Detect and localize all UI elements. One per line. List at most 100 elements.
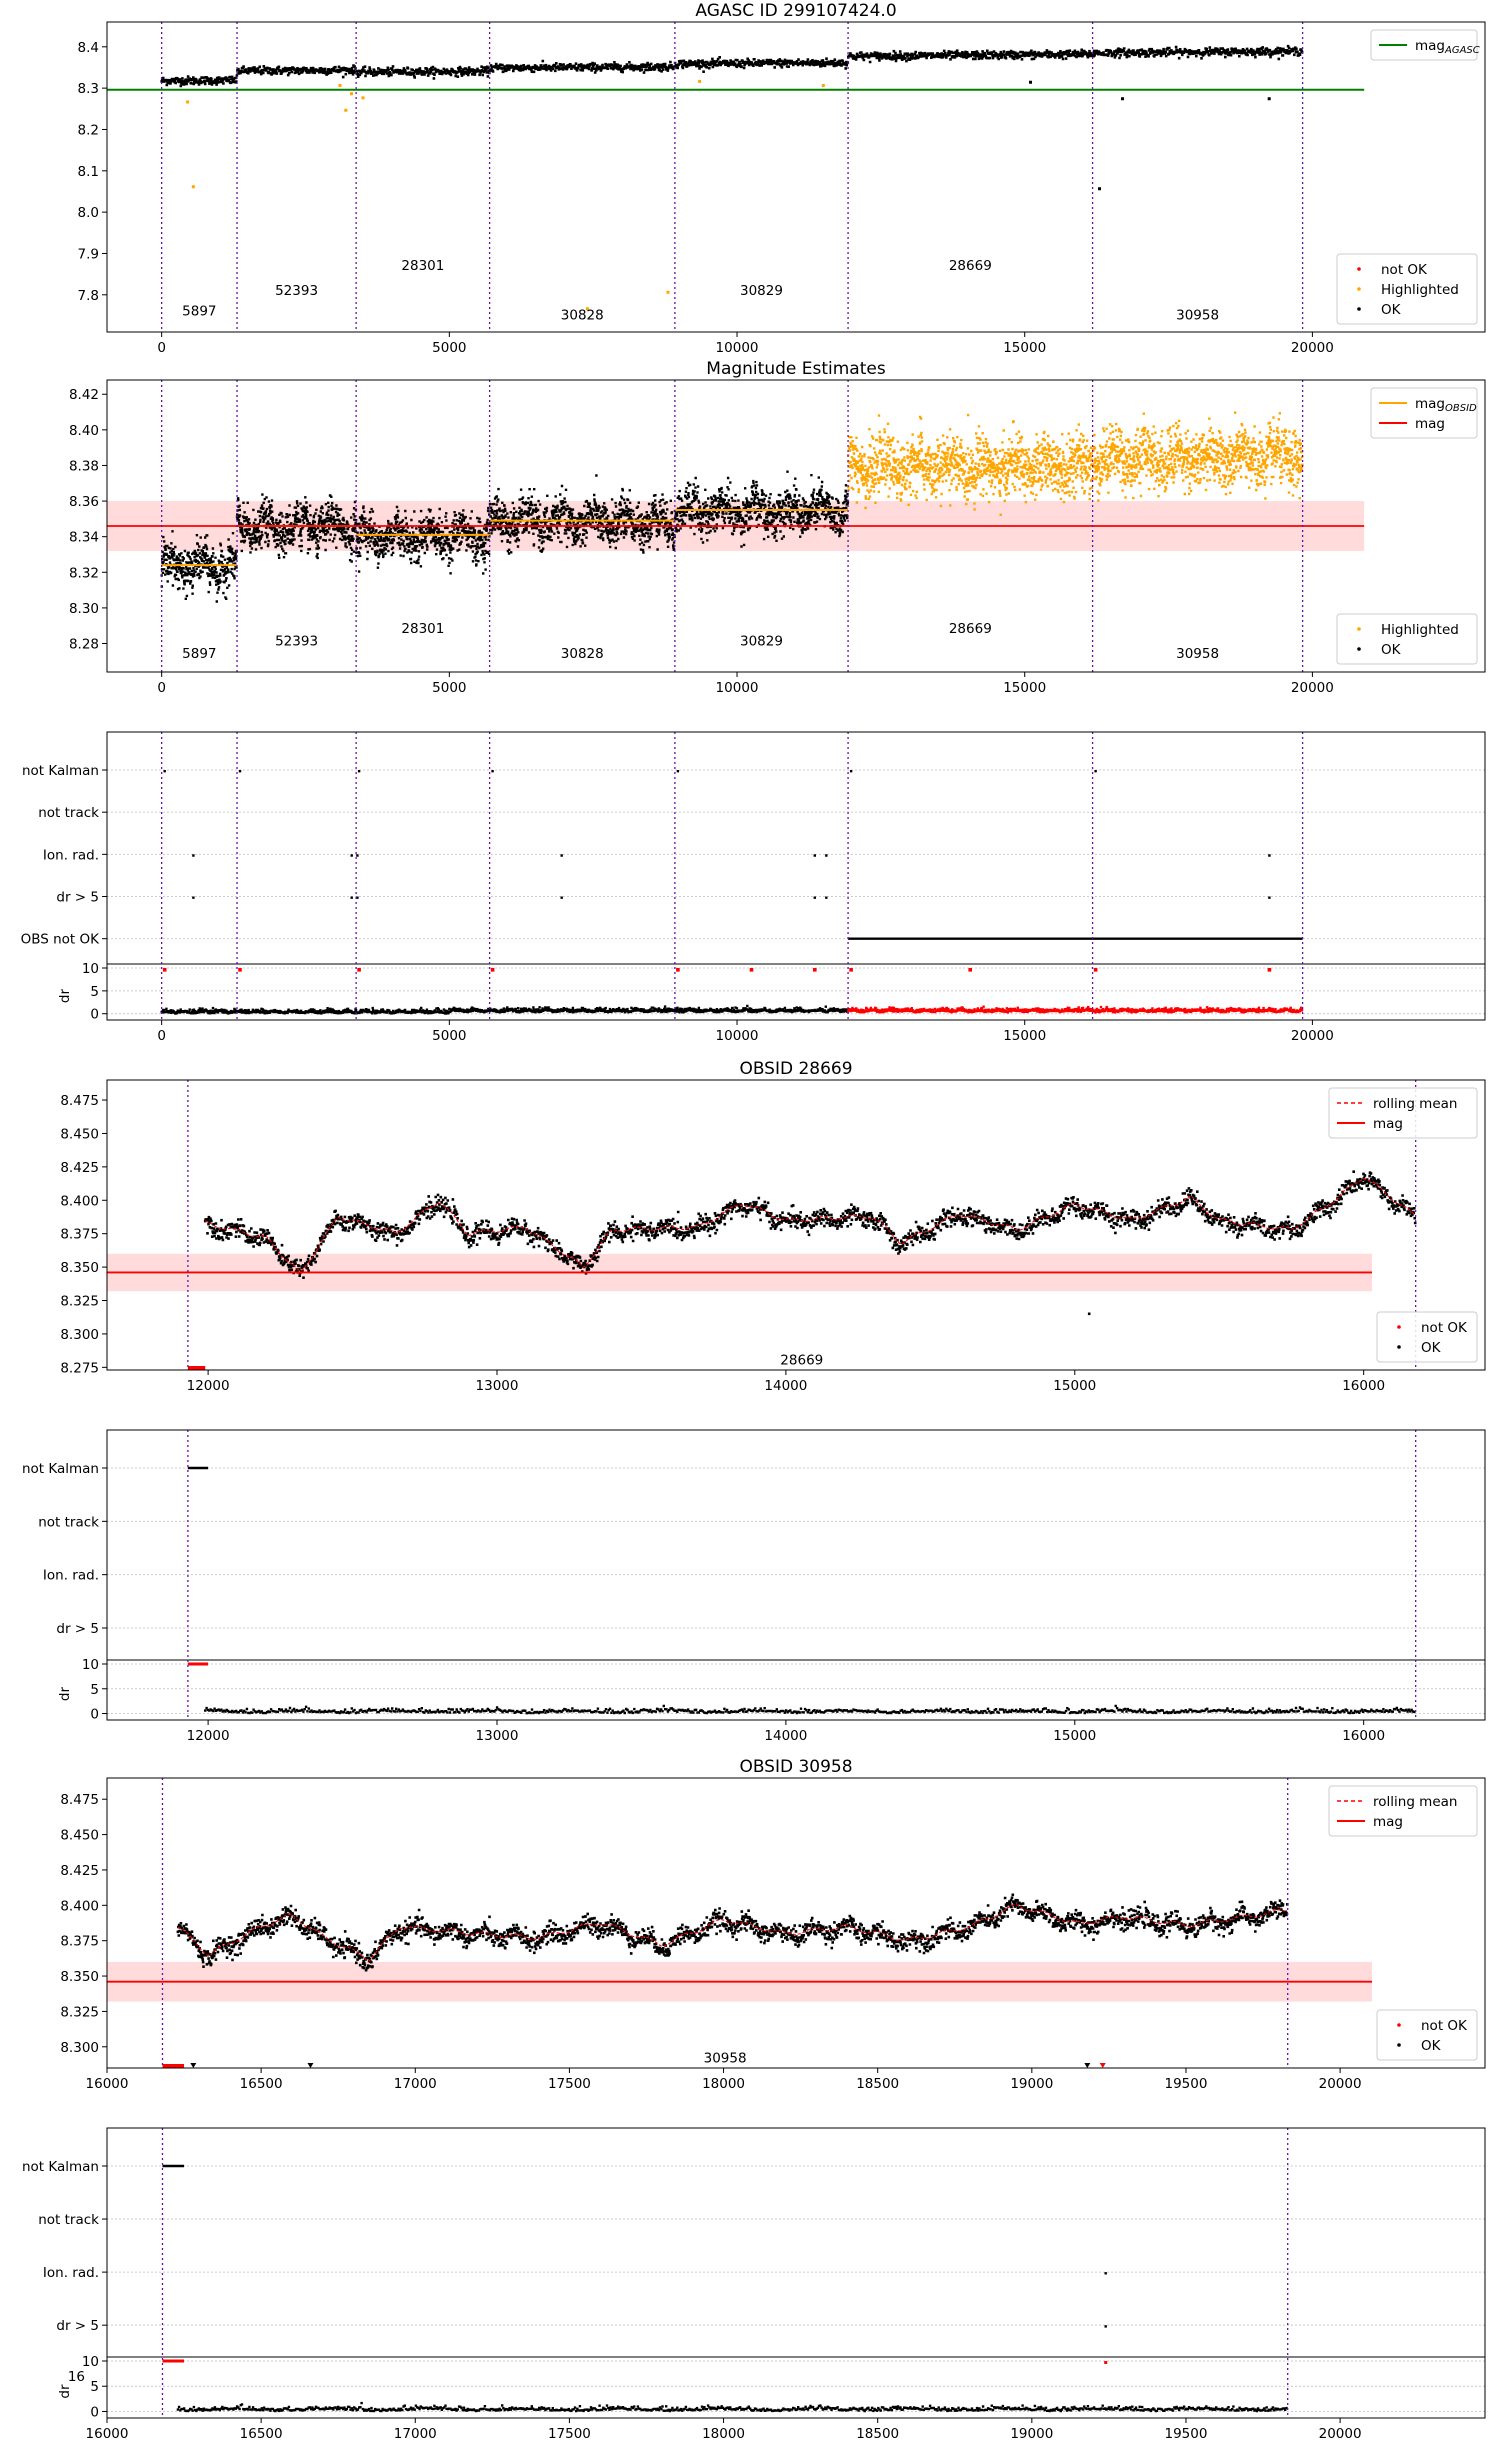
x-tick-label: 16000 xyxy=(86,2076,129,2092)
x-tick-label: 17000 xyxy=(394,2076,437,2092)
ok-points-points xyxy=(160,44,1304,88)
not-ok-marker xyxy=(190,2063,197,2068)
x-tick-label: 0 xyxy=(157,1028,166,1044)
x-tick-label: 14000 xyxy=(764,1728,807,1744)
flag-row-label: not Kalman xyxy=(22,2159,99,2175)
legend-top: rolling mean mag xyxy=(1328,1087,1478,1139)
y-tick-label: 8.350 xyxy=(60,1260,99,1276)
flag-row-label: dr > 5 xyxy=(56,1621,99,1637)
stray-tick-label: 16 xyxy=(68,2369,85,2385)
legend-box xyxy=(1336,613,1478,665)
x-tick-label: 19000 xyxy=(1010,2076,1053,2092)
y-tick-label: 8.300 xyxy=(60,1327,99,1343)
axes-frame xyxy=(106,1079,1486,1371)
y-tick-label: 7.8 xyxy=(78,288,99,304)
x-tick-label: 13000 xyxy=(476,1378,519,1394)
ok-points xyxy=(160,470,850,603)
dr-tick-label: 10 xyxy=(82,1657,99,1673)
x-tick-label: 20000 xyxy=(1291,340,1334,356)
legend-label: mag xyxy=(1415,416,1445,432)
legend-top: rolling mean mag xyxy=(1328,1785,1478,1837)
axes-frame xyxy=(106,731,1486,1021)
x-tick-label: 19500 xyxy=(1164,2426,1207,2442)
legend-label: OK xyxy=(1421,1340,1442,1356)
magnitude-estimates-panel: Magnitude Estimates 5897 52393 28301 30828 30… xyxy=(69,359,1486,696)
x-tick-label: 17000 xyxy=(394,2426,437,2442)
obsid-label: 28301 xyxy=(401,258,444,274)
y-tick-label: 8.450 xyxy=(60,1126,99,1142)
y-tick-label: 8.0 xyxy=(78,205,99,221)
legend-box xyxy=(1370,29,1478,61)
ok-points xyxy=(176,1893,1289,1972)
legend-box xyxy=(1336,253,1478,325)
x-tick-label: 17500 xyxy=(548,2076,591,2092)
y-tick-label: 8.3 xyxy=(78,81,99,97)
x-tick-label: 20000 xyxy=(1291,680,1334,696)
flag-row-label: not Kalman xyxy=(22,1461,99,1477)
dr-not-ok-high xyxy=(162,968,1272,972)
x-tick-label: 18000 xyxy=(702,2076,745,2092)
x-tick-label: 15000 xyxy=(1053,1728,1096,1744)
dr-tick-label: 0 xyxy=(90,1007,99,1023)
x-tick-label: 18500 xyxy=(856,2426,899,2442)
axes-frame xyxy=(106,1429,1486,1721)
obsid-label: 30958 xyxy=(704,2050,747,2066)
legend-label: mag xyxy=(1373,1814,1403,1830)
y-tick-label: 8.400 xyxy=(60,1193,99,1209)
dr-tick-label: 10 xyxy=(82,961,99,977)
axes-frame xyxy=(106,21,1486,333)
x-tick-label: 19500 xyxy=(1164,2076,1207,2092)
rolling-mean-line xyxy=(177,1903,1288,1962)
x-tick-label: 17500 xyxy=(548,2426,591,2442)
obsid-label: 52393 xyxy=(275,633,318,649)
y-tick-label: 8.40 xyxy=(69,423,99,439)
flag-row-label: not Kalman xyxy=(22,763,99,779)
legend-label: not OK xyxy=(1381,262,1428,278)
flag-row-label: dr > 5 xyxy=(56,890,99,906)
obsid-28669-panel: OBSID 28669 28669 8.275 8.300 8.325 8.350 8.37… xyxy=(60,1059,1486,1394)
obsid-label: 28301 xyxy=(401,621,444,637)
panel-title: OBSID 30958 xyxy=(739,1757,852,1777)
legend-label: not OK xyxy=(1421,2018,1468,2034)
obsid-label: 28669 xyxy=(780,1353,823,1369)
x-tick-label: 12000 xyxy=(187,1378,230,1394)
highlighted-points-points xyxy=(186,79,825,311)
legend-dot-marker xyxy=(1357,267,1361,271)
dr-tick-label: 5 xyxy=(90,2379,99,2395)
flag-row-label: dr > 5 xyxy=(56,2318,99,2334)
y-tick-label: 8.34 xyxy=(69,530,99,546)
obsid-label: 30828 xyxy=(561,646,604,662)
ok-outlier-point-points xyxy=(1087,1312,1091,1316)
legend-box xyxy=(1376,1311,1478,1363)
dr-tick-label: 5 xyxy=(90,1682,99,1698)
x-tick-label: 16500 xyxy=(240,2076,283,2092)
x-tick-label: 20000 xyxy=(1319,2426,1362,2442)
panel-title: Magnitude Estimates xyxy=(706,359,886,379)
dr-tick-label: 10 xyxy=(82,2354,99,2370)
dr-tick-label: 0 xyxy=(90,2404,99,2420)
agasc-magnitude-panel: AGASC ID 299107424.0 5897 52393 28301 30828 3… xyxy=(78,1,1486,356)
ok-points-points xyxy=(203,1170,1417,1279)
x-tick-label: 13000 xyxy=(476,1728,519,1744)
flag-row-label: OBS not OK xyxy=(21,932,101,948)
x-tick-label: 15000 xyxy=(1003,680,1046,696)
x-tick-label: 15000 xyxy=(1053,1378,1096,1394)
obsid-30958-panel: OBSID 30958 30958 8.300 8.325 8.350 8.375 8.40… xyxy=(60,1757,1486,2092)
y-tick-label: 7.9 xyxy=(78,246,99,262)
obsid-label: 30958 xyxy=(1176,308,1219,324)
legend-label: mag xyxy=(1373,1116,1403,1132)
legend-label: rolling mean xyxy=(1373,1794,1457,1810)
y-tick-label: 8.475 xyxy=(60,1093,99,1109)
x-tick-label: 19000 xyxy=(1010,2426,1053,2442)
y-tick-label: 8.30 xyxy=(69,601,99,617)
highlighted-points xyxy=(846,411,1304,516)
dr-not-ok-point xyxy=(1104,2361,1108,2364)
dr-ok-points-points xyxy=(176,2401,1288,2413)
dr-axis-label: dr xyxy=(57,988,73,1003)
legend-label: Highlighted xyxy=(1381,622,1459,638)
flag-row-label: not track xyxy=(38,2212,99,2228)
legend-label: OK xyxy=(1381,642,1402,658)
y-tick-label: 8.450 xyxy=(60,1828,99,1844)
x-tick-label: 10000 xyxy=(716,340,759,356)
x-tick-label: 5000 xyxy=(432,1028,466,1044)
